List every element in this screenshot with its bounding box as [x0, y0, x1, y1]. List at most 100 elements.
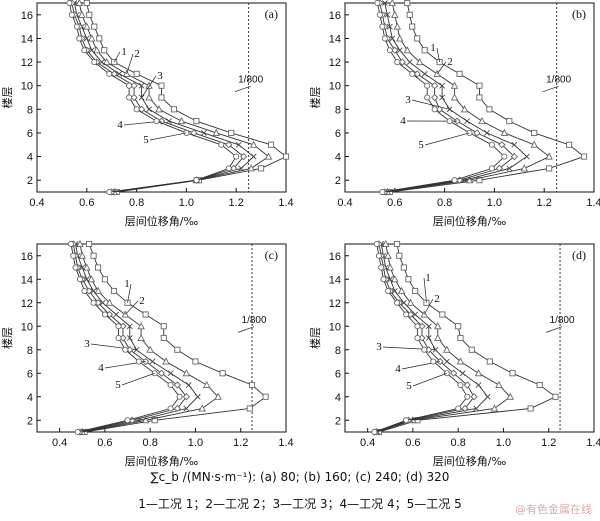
- y-tick-label: 12: [329, 57, 341, 69]
- series-label-leader: [141, 75, 157, 98]
- data-point: [520, 164, 529, 172]
- data-point: [464, 118, 470, 125]
- y-axis-label: 楼层: [308, 87, 322, 109]
- data-point: [394, 240, 401, 248]
- series-label-leader: [127, 283, 132, 303]
- data-point: [476, 177, 483, 184]
- data-point: [67, 240, 75, 248]
- data-point: [413, 70, 421, 78]
- data-point: [510, 152, 518, 161]
- data-point: [81, 287, 88, 295]
- series-label: 1: [124, 278, 130, 290]
- data-point: [160, 323, 167, 330]
- data-point: [233, 153, 240, 160]
- data-point: [501, 153, 508, 160]
- data-point: [506, 118, 513, 125]
- data-point: [424, 94, 431, 101]
- series-5: 5: [67, 240, 183, 436]
- x-tick-label: 0.8: [129, 197, 144, 209]
- y-tick-label: 8: [27, 345, 33, 357]
- data-point: [396, 252, 403, 259]
- data-point: [230, 164, 238, 173]
- data-point: [203, 380, 211, 389]
- series-label: 5: [418, 139, 424, 151]
- data-point: [200, 130, 207, 136]
- series-label: 4: [117, 119, 123, 131]
- series-label: 2: [434, 293, 440, 305]
- data-point: [78, 10, 86, 18]
- data-point: [414, 334, 421, 342]
- data-point: [70, 252, 77, 259]
- data-point: [194, 393, 201, 400]
- limit-label-leader: [545, 326, 563, 333]
- data-point: [421, 47, 428, 54]
- data-point: [137, 333, 145, 342]
- series-line: [376, 243, 489, 433]
- data-point: [76, 35, 83, 42]
- data-point: [86, 240, 93, 248]
- data-point: [468, 346, 475, 353]
- data-point: [173, 404, 181, 413]
- data-point: [431, 82, 439, 90]
- data-point: [475, 382, 482, 388]
- series-label: 1: [121, 46, 127, 58]
- data-point: [398, 58, 406, 66]
- data-point: [75, 0, 84, 7]
- data-point: [250, 153, 257, 160]
- data-point: [391, 275, 399, 283]
- data-point: [81, 47, 88, 54]
- data-point: [474, 369, 483, 377]
- y-tick-label: 10: [329, 321, 341, 333]
- series-label: 2: [447, 56, 453, 68]
- data-point: [378, 264, 385, 271]
- data-point: [72, 264, 79, 271]
- series-label-leader: [125, 300, 139, 315]
- data-point: [101, 311, 108, 318]
- data-point: [225, 141, 233, 149]
- series-5: 5: [66, 0, 240, 196]
- data-point: [78, 251, 87, 259]
- data-point: [138, 82, 145, 89]
- series-line: [379, 2, 515, 193]
- data-point: [153, 118, 160, 125]
- data-point: [409, 70, 416, 77]
- data-point: [130, 93, 138, 102]
- data-point: [506, 392, 514, 400]
- series-1: 1: [375, 240, 559, 436]
- data-point: [379, 188, 386, 196]
- data-point: [264, 152, 273, 160]
- y-axis-label: 楼层: [0, 87, 14, 109]
- data-point: [381, 0, 388, 6]
- data-point: [391, 46, 399, 54]
- y-tick-label: 16: [21, 251, 33, 263]
- series-line: [71, 2, 245, 193]
- series-line: [376, 2, 506, 193]
- series-2: 2: [372, 239, 514, 436]
- data-point: [450, 81, 459, 89]
- data-point: [511, 141, 518, 148]
- series-line: [376, 243, 511, 433]
- series-label: 2: [134, 48, 140, 60]
- series-2: 2: [75, 0, 273, 196]
- data-point: [106, 188, 113, 196]
- series-label: 5: [143, 134, 149, 146]
- y-tick-label: 6: [27, 128, 33, 140]
- data-point: [443, 345, 451, 353]
- x-axis-label: 层间位移角/‰: [433, 214, 507, 228]
- data-point: [389, 35, 396, 42]
- data-point: [484, 130, 490, 136]
- data-point: [146, 345, 154, 353]
- series-label: 5: [406, 380, 412, 392]
- data-point: [400, 299, 407, 306]
- data-point: [457, 334, 464, 342]
- data-point: [88, 34, 96, 42]
- data-point: [406, 11, 413, 18]
- data-point: [96, 35, 103, 42]
- x-tick-label: 1.4: [278, 437, 293, 449]
- data-point: [439, 82, 446, 89]
- data-point: [414, 35, 421, 42]
- data-point: [451, 177, 458, 184]
- series-label: 4: [400, 115, 406, 127]
- data-point: [90, 252, 97, 259]
- data-point: [158, 94, 165, 101]
